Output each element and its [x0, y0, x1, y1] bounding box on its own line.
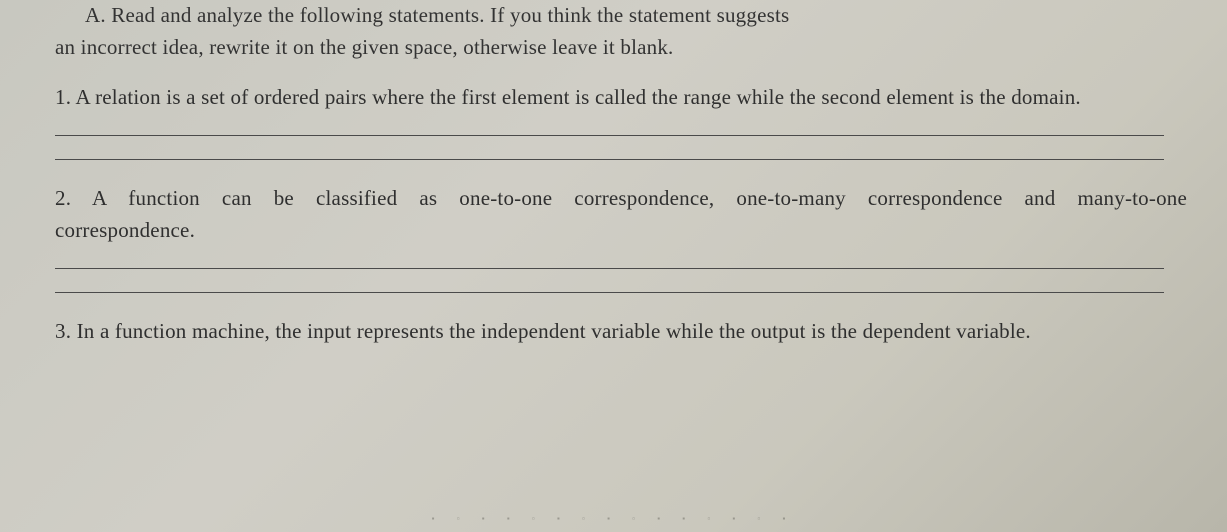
instructions-line1: A. Read and analyze the following statem… — [55, 3, 789, 27]
question-item-1: 1. A relation is a set of ordered pairs … — [55, 81, 1187, 160]
answer-line — [55, 134, 1164, 136]
worksheet-content: A. Read and analyze the following statem… — [55, 0, 1187, 347]
instructions-line2: an incorrect idea, rewrite it on the giv… — [55, 35, 674, 59]
answer-line — [55, 267, 1164, 269]
question-item-2: 2. A function can be classified as one-t… — [55, 182, 1187, 293]
answer-line — [55, 291, 1164, 293]
page-edge-noise: ▪ ▫ ▪ ▪ ▫ ▪ ▫ ▪ ▫ ▪ ▪ ▫ ▪ ▫ ▪ — [0, 514, 1227, 528]
question-item-3: 3. In a function machine, the input repr… — [55, 315, 1187, 348]
question-text-3: 3. In a function machine, the input repr… — [55, 315, 1187, 348]
answer-line — [55, 158, 1164, 160]
instructions-block: A. Read and analyze the following statem… — [55, 0, 1187, 63]
question-text-1: 1. A relation is a set of ordered pairs … — [55, 81, 1187, 114]
question-text-2: 2. A function can be classified as one-t… — [55, 182, 1187, 247]
